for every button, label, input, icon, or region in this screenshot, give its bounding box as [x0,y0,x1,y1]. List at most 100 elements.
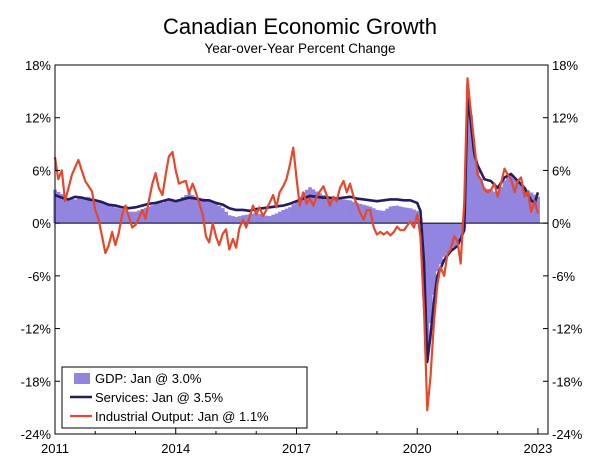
gdp-bar [244,214,249,224]
y-tick-label-left: 6% [32,163,51,178]
gdp-bar [435,223,440,272]
gdp-bar [395,205,400,224]
gdp-bar [345,199,349,224]
x-tick-label: 2011 [41,441,69,456]
gdp-bar [257,213,262,224]
gdp-bar [180,196,185,224]
gdp-bar [221,208,225,224]
axis-ticks: 18% 18% 12% 12% 6% 6% 0% 0% -6% -6% -12% -12% -18% -1… [21,58,583,456]
gdp-bar [184,195,188,224]
gdp-bar [190,195,195,224]
gdp-bar [469,114,473,224]
gdp-bar [210,201,215,224]
gdp-bar [324,195,329,224]
gdp-bar [321,194,326,224]
gdp-bar [398,206,403,224]
gdp-bar [281,210,286,224]
gdp-bar [516,182,520,224]
x-tick-label: 2020 [403,441,432,456]
gdp-bars [53,84,540,351]
gdp-bar [509,174,514,224]
gdp-bar [278,211,282,224]
gdp-bar [284,208,289,224]
gdp-bar [532,194,537,224]
gdp-bar [331,197,336,224]
gdp-bar [348,200,353,224]
gdp-bar [96,201,101,224]
gdp-bar [217,205,222,224]
y-tick-label-right: -18% [552,374,583,389]
gdp-bar [80,197,84,224]
gdp-bar [207,199,212,224]
gdp-bar [234,216,239,224]
gdp-bar [130,211,135,224]
x-tick-label: 2017 [282,441,311,456]
legend-gdp-swatch [74,373,90,384]
gdp-bar [76,198,81,224]
gdp-bar [113,207,118,224]
gdp-bar [56,191,61,224]
gdp-bar [355,202,359,224]
chart-title: Canadian Economic Growth [163,14,437,39]
gdp-bar [361,204,366,224]
gdp-bar [512,178,517,224]
gdp-bar [254,212,259,224]
gdp-bar [519,185,524,224]
gdp-bar [489,189,493,224]
gdp-bar [526,190,530,224]
y-tick-label-left: -6% [28,269,52,284]
gdp-bar [63,196,68,224]
gdp-bar [412,209,416,224]
gdp-bar [472,155,477,224]
x-tick-label: 2014 [161,441,190,456]
gdp-bar [365,205,369,224]
gdp-bar [338,198,343,224]
gdp-bar [83,197,88,224]
gdp-bar [482,187,487,224]
gdp-bar [402,207,406,224]
y-tick-label-right: -12% [552,322,583,337]
gdp-bar [304,189,309,224]
gdp-bar [408,208,413,224]
chart-subtitle: Year-over-Year Percent Change [204,41,395,56]
gdp-bar [465,84,470,224]
gdp-bar [214,203,218,224]
y-tick-label-left: -12% [21,322,52,337]
gdp-bar [388,206,393,224]
gdp-bar [328,196,332,224]
gdp-bar [133,211,138,224]
gdp-bar [502,180,507,224]
gdp-bar [204,198,208,224]
gdp-bar [392,206,396,224]
gdp-bar [90,198,94,224]
y-tick-label-right: 6% [552,163,571,178]
gdp-bar [499,186,504,224]
gdp-bar [291,204,296,224]
gdp-bar [170,200,175,224]
gdp-bar [298,196,302,224]
plot-frame [54,64,549,435]
gdp-bar [187,193,192,224]
gdp-bar [197,197,202,224]
gdp-bar [167,200,171,224]
gdp-bar [177,199,182,224]
gdp-bar [475,170,480,224]
gdp-bar [378,210,383,224]
gdp-bar [485,188,490,224]
gdp-bar [261,215,265,224]
gdp-bar [506,177,510,224]
gdp-bar [160,202,165,224]
gdp-bar [267,216,272,224]
gdp-bar [106,205,111,224]
gdp-bar [86,196,91,224]
y-tick-label-left: -24% [21,427,52,442]
gdp-bar [371,208,376,224]
gdp-bar [522,187,527,224]
y-tick-label-right: -6% [552,269,576,284]
gdp-bar [492,191,497,224]
gdp-bar [308,187,312,224]
gdp-bar [445,223,450,254]
gdp-bar [251,213,255,224]
